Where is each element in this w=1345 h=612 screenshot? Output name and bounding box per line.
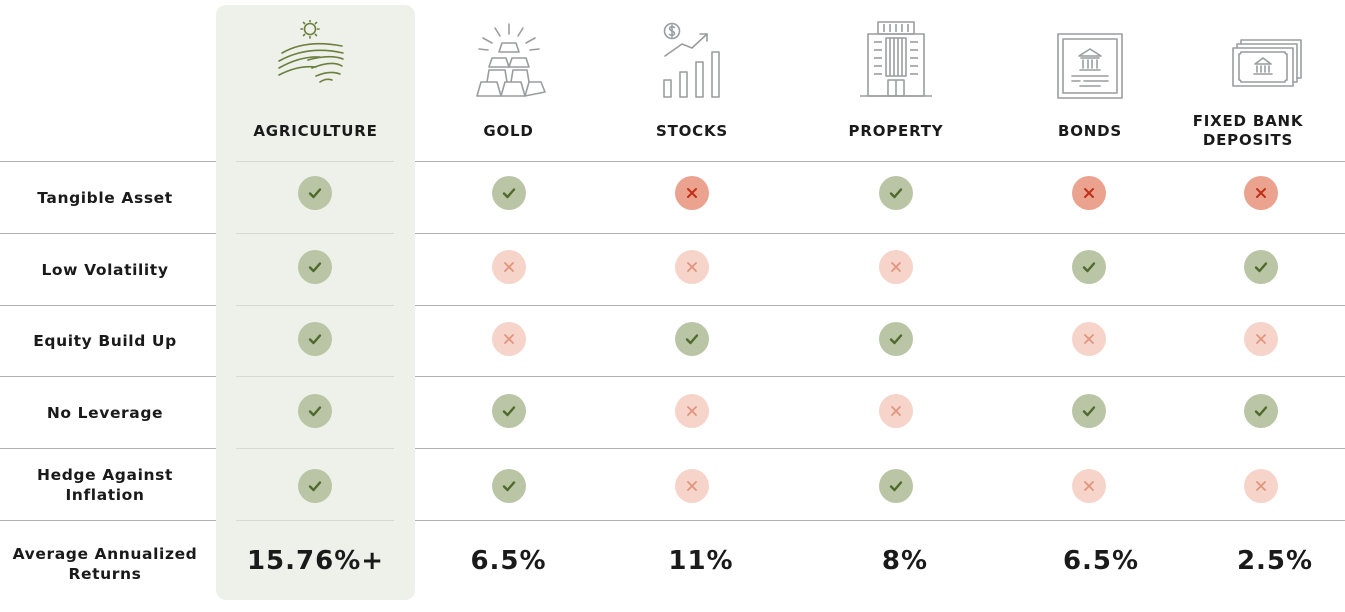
check-icon xyxy=(879,469,913,503)
farm-field-sun-icon xyxy=(216,20,415,102)
row-divider xyxy=(415,520,1345,521)
row-label-no-leverage: No Leverage xyxy=(46,403,164,422)
row-divider xyxy=(415,305,1345,306)
row-divider xyxy=(236,161,394,162)
cross-icon xyxy=(1072,322,1106,356)
check-icon xyxy=(298,250,332,284)
return-gold: 6.5% xyxy=(470,546,547,576)
check-icon xyxy=(675,322,709,356)
cross-icon xyxy=(1244,322,1278,356)
row-label-equity-build-up: Equity Build Up xyxy=(33,332,177,350)
column-title-fixed-bank-deposits: FIXED BANK DEPOSITS xyxy=(1192,112,1304,149)
row-divider xyxy=(0,448,216,449)
cross-icon xyxy=(879,394,913,428)
check-icon xyxy=(298,394,332,428)
row-divider xyxy=(415,376,1345,377)
cross-icon xyxy=(492,250,526,284)
row-divider xyxy=(236,376,394,377)
row-divider xyxy=(0,305,216,306)
row-divider xyxy=(236,520,394,521)
cross-icon xyxy=(1244,176,1278,210)
column-title-agriculture: AGRICULTURE xyxy=(253,121,378,140)
check-icon xyxy=(298,322,332,356)
row-label-low-volatility: Low Volatility xyxy=(41,260,169,279)
cross-icon xyxy=(492,322,526,356)
return-agriculture: 15.76%+ xyxy=(246,546,385,576)
column-title-property: PROPERTY xyxy=(848,121,944,140)
column-header-agriculture: AGRICULTURE xyxy=(216,0,415,160)
check-icon xyxy=(298,176,332,210)
column-title-gold: GOLD xyxy=(483,121,534,140)
row-divider xyxy=(0,376,216,377)
bond-certificate-icon xyxy=(1010,20,1170,102)
cross-icon xyxy=(675,469,709,503)
return-property: 8% xyxy=(881,546,929,576)
row-divider xyxy=(415,161,1345,162)
column-header-property: PROPERTY xyxy=(782,0,1010,160)
row-divider xyxy=(0,233,216,234)
row-divider xyxy=(236,305,394,306)
row-divider xyxy=(0,520,216,521)
column-title-stocks: STOCKS xyxy=(655,121,729,140)
row-divider xyxy=(236,448,394,449)
return-fixed-bank-deposits: 2.5% xyxy=(1236,546,1314,576)
row-divider xyxy=(415,448,1345,449)
cross-icon xyxy=(879,250,913,284)
return-stocks: 11% xyxy=(668,546,734,576)
column-header-fixed-bank-deposits: FIXED BANK DEPOSITS xyxy=(1170,0,1345,160)
cross-icon xyxy=(1072,176,1106,210)
row-divider xyxy=(0,161,216,162)
column-header-gold: GOLD xyxy=(415,0,602,160)
check-icon xyxy=(492,469,526,503)
gold-bars-icon xyxy=(415,20,602,102)
cross-icon xyxy=(1244,469,1278,503)
column-header-stocks: STOCKS xyxy=(602,0,782,160)
row-label-tangible-asset: Tangible Asset xyxy=(37,188,173,207)
office-building-icon xyxy=(782,20,1010,102)
cross-icon xyxy=(675,250,709,284)
check-icon xyxy=(1244,250,1278,284)
check-icon xyxy=(492,176,526,210)
row-divider xyxy=(415,233,1345,234)
check-icon xyxy=(879,322,913,356)
cross-icon xyxy=(675,176,709,210)
return-bonds: 6.5% xyxy=(1062,546,1140,576)
cross-icon xyxy=(675,394,709,428)
check-icon xyxy=(1072,394,1106,428)
column-title-bonds: BONDS xyxy=(1058,121,1122,140)
check-icon xyxy=(879,176,913,210)
check-icon xyxy=(298,469,332,503)
column-header-bonds: BONDS xyxy=(1010,0,1170,160)
bank-banknote-icon xyxy=(1170,20,1345,102)
row-label-average-annualized-returns: Average Annualized Returns xyxy=(12,545,198,583)
check-icon xyxy=(1072,250,1106,284)
cross-icon xyxy=(1072,469,1106,503)
row-label-hedge-against-inflation: Hedge Against Inflation xyxy=(37,465,173,504)
row-divider xyxy=(236,233,394,234)
check-icon xyxy=(492,394,526,428)
stock-growth-chart-icon xyxy=(602,20,782,102)
check-icon xyxy=(1244,394,1278,428)
